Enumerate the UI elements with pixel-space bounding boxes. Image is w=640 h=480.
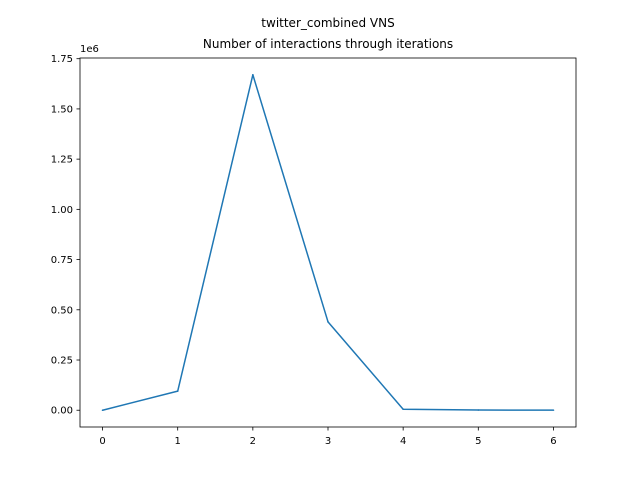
series-line	[102, 74, 554, 411]
series-group	[101, 73, 555, 412]
x-tick-label: 4	[400, 436, 406, 447]
x-axis: 0 1 2 3 4 5 6	[99, 427, 557, 447]
data-point	[252, 73, 254, 76]
data-point	[477, 409, 480, 411]
y-tick-label: 1.25	[51, 155, 73, 166]
data-point	[327, 321, 329, 323]
x-tick-label: 0	[99, 436, 105, 447]
data-point	[402, 408, 404, 411]
y-axis: 0.00 0.25 0.50 0.75 1.00 1.25 1.50 1.75	[51, 54, 80, 417]
x-tick-label: 3	[325, 436, 331, 447]
x-tick-label: 5	[475, 436, 481, 447]
y-tick-label: 0.00	[51, 406, 73, 417]
y-tick-label: 0.50	[51, 305, 73, 316]
y-tick-label: 1.00	[51, 205, 73, 216]
chart-title-line-1: twitter_combined VNS	[261, 16, 394, 30]
x-tick-label: 1	[175, 436, 181, 447]
plot-frame	[79, 57, 577, 428]
data-point	[101, 409, 104, 412]
data-point	[176, 390, 179, 392]
y-tick-label: 1.75	[51, 54, 73, 65]
data-point	[552, 409, 555, 411]
y-offset-text: 1e6	[80, 44, 99, 55]
chart-title-line-2: Number of interactions through iteration…	[203, 37, 453, 51]
y-tick-label: 0.25	[51, 356, 73, 367]
x-tick-label: 2	[250, 436, 256, 447]
y-tick-label: 1.50	[51, 104, 73, 115]
x-tick-label: 6	[550, 436, 556, 447]
y-tick-label: 0.75	[51, 255, 73, 266]
